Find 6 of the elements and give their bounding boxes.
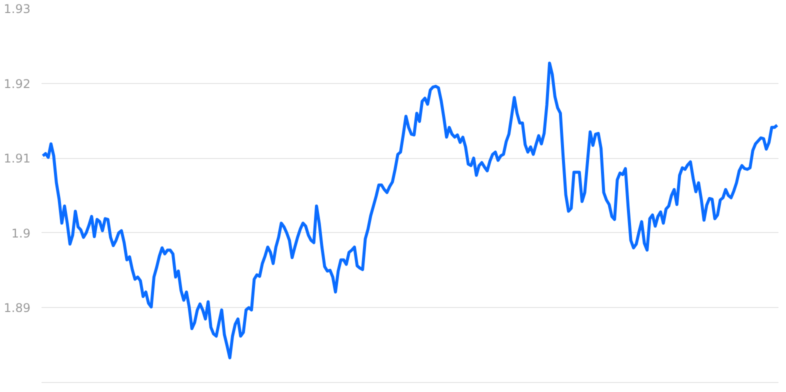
y-tick-label: 1.89 bbox=[4, 301, 30, 316]
y-tick-label: 1.91 bbox=[4, 152, 30, 166]
line-series bbox=[42, 62, 778, 360]
y-tick-label: 1.93 bbox=[4, 2, 30, 16]
y-tick-label: 1.92 bbox=[4, 76, 30, 91]
y-tick-label: 1.9 bbox=[11, 226, 31, 240]
